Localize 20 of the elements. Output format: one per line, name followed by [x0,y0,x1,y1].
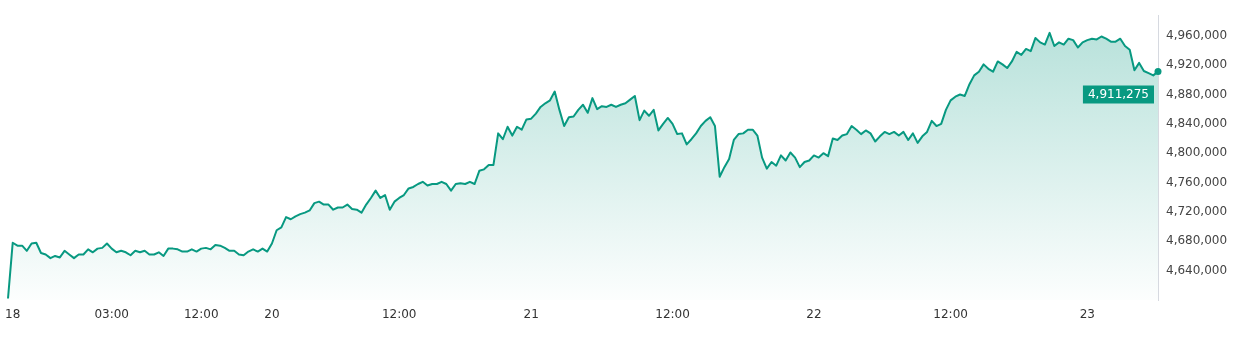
y-tick-label: 4,640,000 [1166,262,1228,277]
x-tick-label: 12:00 [655,307,690,322]
x-tick-label: 18 [5,307,21,322]
y-tick-label: 4,760,000 [1166,174,1228,189]
annotation: 4,911,275 [1087,87,1150,102]
y-tick-label: 4,720,000 [1166,204,1228,219]
x-tick-label: 22 [806,307,822,322]
x-tick-label: 21 [523,307,539,322]
x-tick-label: 12:00 [183,307,219,322]
y-tick-label: 4,680,000 [1166,233,1228,248]
y-tick-label: 4,880,000 [1166,86,1228,101]
x-tick-label: 20 [264,307,280,322]
y-tick-label: 4,920,000 [1166,57,1228,72]
x-tick-label: 03:00 [94,307,129,322]
y-tick-label: 4,960,000 [1166,27,1228,42]
y-tick-label: 4,840,000 [1166,115,1228,130]
x-tick-label: 12:00 [933,307,968,322]
y-tick-label: 4,800,000 [1166,145,1228,160]
x-tick-label: 12:00 [381,307,417,322]
x-tick-label: 23 [1079,307,1095,322]
